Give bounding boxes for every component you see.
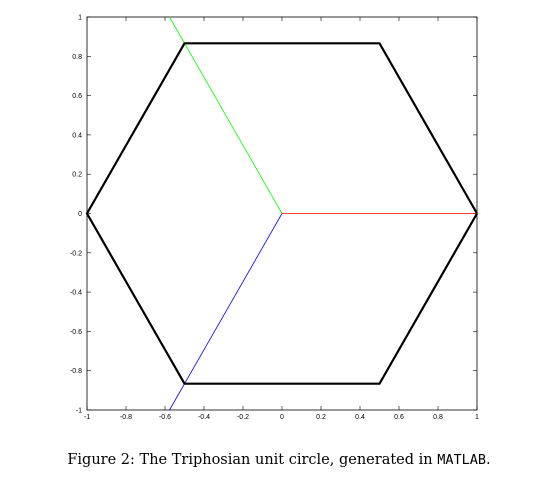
series-line-0 — [85, 42, 478, 385]
series-line-3 — [169, 213, 283, 411]
caption-suffix: . — [486, 452, 491, 468]
y-tick-label: 0.2 — [72, 172, 82, 179]
x-tick-label: 0 — [280, 414, 284, 421]
y-tick-label: 0.4 — [72, 132, 82, 139]
x-tick-label: -1 — [84, 414, 90, 421]
x-tick-label: -0.8 — [120, 414, 132, 421]
y-tick-label: -0.8 — [70, 368, 82, 375]
y-tick-label: 0 — [78, 211, 82, 218]
x-tick-label: 0.6 — [394, 414, 404, 421]
y-tick-label: 0.8 — [72, 54, 82, 61]
x-tick-label: -0.6 — [159, 414, 171, 421]
x-tick-label: -0.4 — [198, 414, 210, 421]
figure-caption: Figure 2: The Triphosian unit circle, ge… — [0, 452, 558, 468]
x-tick-label: 0.2 — [316, 414, 326, 421]
y-tick-label: 1 — [78, 15, 82, 22]
x-tick-label: -0.2 — [237, 414, 249, 421]
y-tick-label: -0.2 — [70, 250, 82, 257]
x-tick-label: 0.4 — [355, 414, 365, 421]
y-tick-label: 0.6 — [72, 93, 82, 100]
y-tick-label: -1 — [76, 408, 82, 415]
x-tick-label: 0.8 — [433, 414, 443, 421]
series-layer — [85, 16, 478, 411]
caption-code: MATLAB — [437, 452, 487, 468]
x-tick-label: 1 — [475, 414, 479, 421]
caption-prefix: Figure 2: The Triphosian unit circle, ge… — [67, 452, 438, 468]
series-line-2 — [169, 16, 283, 214]
tick-labels: -1 -0.8 -0.6 -0.4 -0.2 0 0.2 0.4 0.6 0.8 1 -1 -0.8 -0… — [70, 15, 479, 422]
y-tick-label: -0.4 — [70, 290, 82, 297]
y-tick-label: -0.6 — [70, 329, 82, 336]
